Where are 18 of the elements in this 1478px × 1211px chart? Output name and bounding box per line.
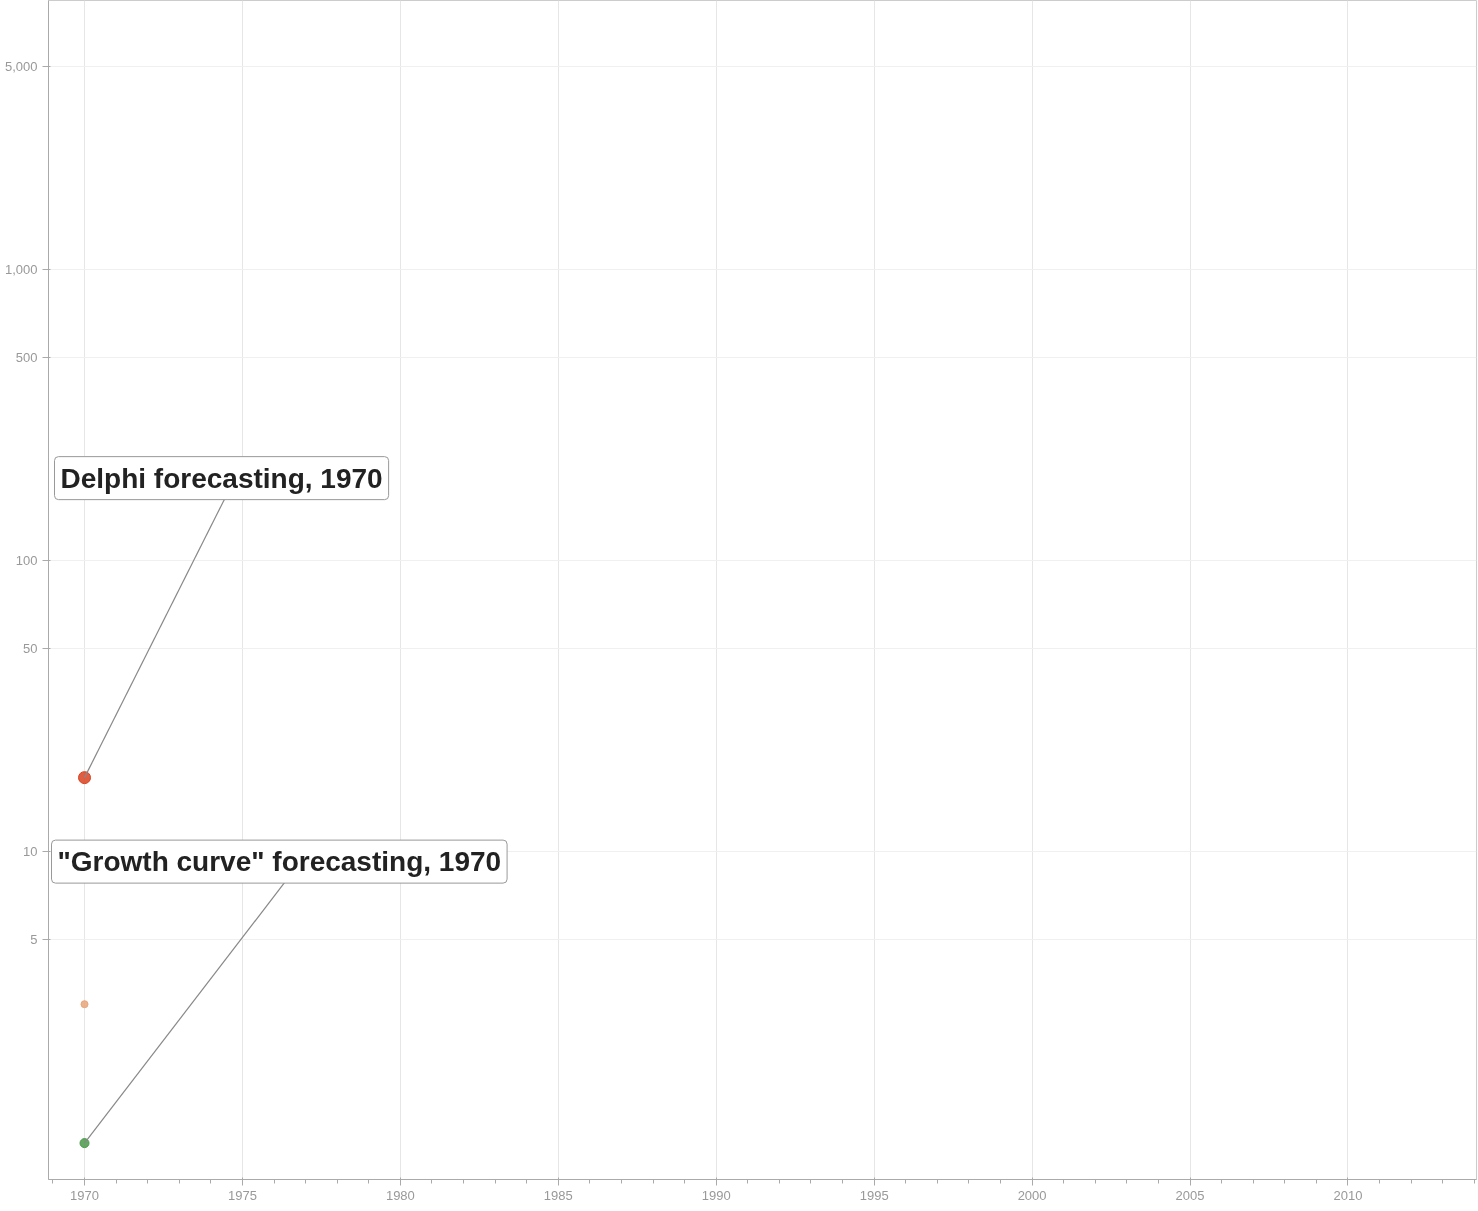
x-tick-label: 1980 [385, 1187, 415, 1203]
annotation: "Growth curve" forecasting, 1970 [57, 846, 502, 878]
y-tick-label: 10 [23, 844, 38, 860]
y-tick-label: 5 [30, 932, 38, 948]
x-tick-label: 2005 [1175, 1187, 1205, 1203]
x-tick-label: 2000 [1017, 1187, 1047, 1203]
y-tick-label: 5,000 [4, 58, 38, 74]
x-tick-label: 1975 [227, 1187, 257, 1203]
x-tick-label: 2010 [1333, 1187, 1363, 1203]
x-tick-label: 1990 [701, 1187, 731, 1203]
y-tick-label: 500 [15, 349, 38, 365]
annotation: Delphi forecasting, 1970 [60, 462, 383, 494]
x-tick-label: 1995 [859, 1187, 889, 1203]
y-tick-label: 100 [15, 553, 38, 569]
y-tick-label: 50 [23, 640, 38, 656]
x-tick-label: 1985 [543, 1187, 573, 1203]
y-tick-label: 1,000 [4, 262, 38, 278]
x-tick-label: 1970 [70, 1187, 99, 1203]
